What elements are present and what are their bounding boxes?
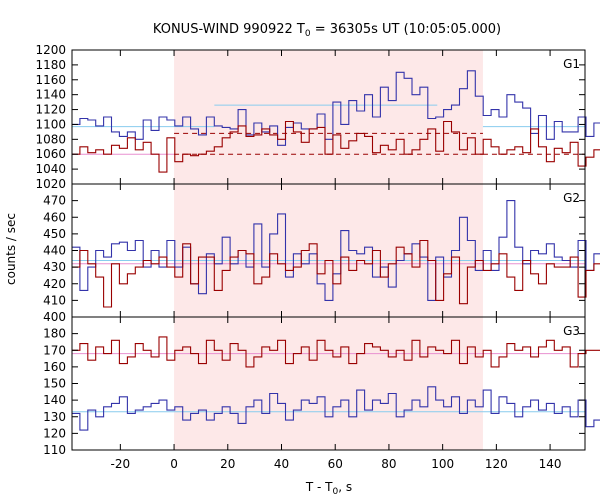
y-tick-label: 1020 — [35, 177, 66, 191]
x-tick-label: 100 — [431, 457, 454, 471]
x-tick-label: 0 — [170, 457, 178, 471]
y-tick-label: 1120 — [35, 103, 66, 117]
y-tick-label: 160 — [43, 360, 66, 374]
panel-name-label: G2 — [563, 191, 580, 205]
x-axis-label: T - T0, s — [305, 480, 352, 497]
panels: 1020104010601080110011201140116011801200… — [35, 43, 600, 471]
panel-g2: 400 410 420 430 440 450 460 470 G2 — [43, 183, 600, 324]
chart-title-prefix: KONUS-WIND 990922 T — [153, 22, 305, 37]
y-tick-label: 410 — [43, 293, 66, 307]
chart-title-subscript: 0 — [305, 29, 311, 39]
y-tick-label: 450 — [43, 227, 66, 241]
y-tick-label: 1080 — [35, 132, 66, 146]
x-axis-label-suffix: , s — [338, 480, 352, 494]
x-axis-label-prefix: T - T — [305, 480, 333, 494]
x-axis-label-subscript: 0 — [333, 487, 339, 497]
shaded-interval — [174, 317, 483, 450]
y-tick-label: 430 — [43, 260, 66, 274]
y-tick-label: 110 — [43, 443, 66, 457]
y-tick-label: 1160 — [35, 73, 66, 87]
panel-g1: 1020104010601080110011201140116011801200… — [35, 43, 600, 191]
chart-title: KONUS-WIND 990922 T0 = 36305s UT (10:05:… — [153, 22, 501, 39]
panel-g3: 110 120 130 140 150 160 170 180 G3 — [43, 316, 600, 457]
y-tick-label: 150 — [43, 377, 66, 391]
y-tick-label: 1100 — [35, 117, 66, 131]
shaded-interval — [174, 184, 483, 317]
series-line-red — [72, 120, 600, 173]
y-tick-label: 440 — [43, 244, 66, 258]
y-tick-label: 420 — [43, 277, 66, 291]
shaded-interval — [174, 50, 483, 184]
y-tick-label: 170 — [43, 343, 66, 357]
chart-title-suffix: = 36305s UT (10:05:05.000) — [311, 22, 501, 37]
x-tick-label: 60 — [328, 457, 343, 471]
series-line-blue — [72, 70, 600, 146]
y-tick-label: 460 — [43, 210, 66, 224]
y-tick-label: 140 — [43, 393, 66, 407]
y-tick-label: 400 — [43, 310, 66, 324]
x-tick-label: -20 — [111, 457, 131, 471]
y-tick-label: 120 — [43, 426, 66, 440]
series-line-red — [72, 336, 600, 368]
y-axis-label: counts / sec — [4, 213, 18, 285]
y-tick-label: 1040 — [35, 162, 66, 176]
y-tick-label: 180 — [43, 327, 66, 341]
x-tick-label: 40 — [274, 457, 289, 471]
y-tick-label: 130 — [43, 410, 66, 424]
panel-name-label: G1 — [563, 57, 580, 71]
y-tick-label: 1060 — [35, 147, 66, 161]
series-line-red — [72, 239, 600, 308]
y-tick-label: 1200 — [35, 43, 66, 57]
y-tick-label: 470 — [43, 194, 66, 208]
y-tick-label: 1180 — [35, 58, 66, 72]
x-tick-label: 120 — [485, 457, 508, 471]
x-tick-label: 140 — [539, 457, 562, 471]
y-tick-label: 1140 — [35, 88, 66, 102]
series-line-blue — [72, 386, 600, 431]
x-tick-label: 20 — [220, 457, 235, 471]
x-tick-label: 80 — [381, 457, 396, 471]
panel-name-label: G3 — [563, 324, 580, 338]
